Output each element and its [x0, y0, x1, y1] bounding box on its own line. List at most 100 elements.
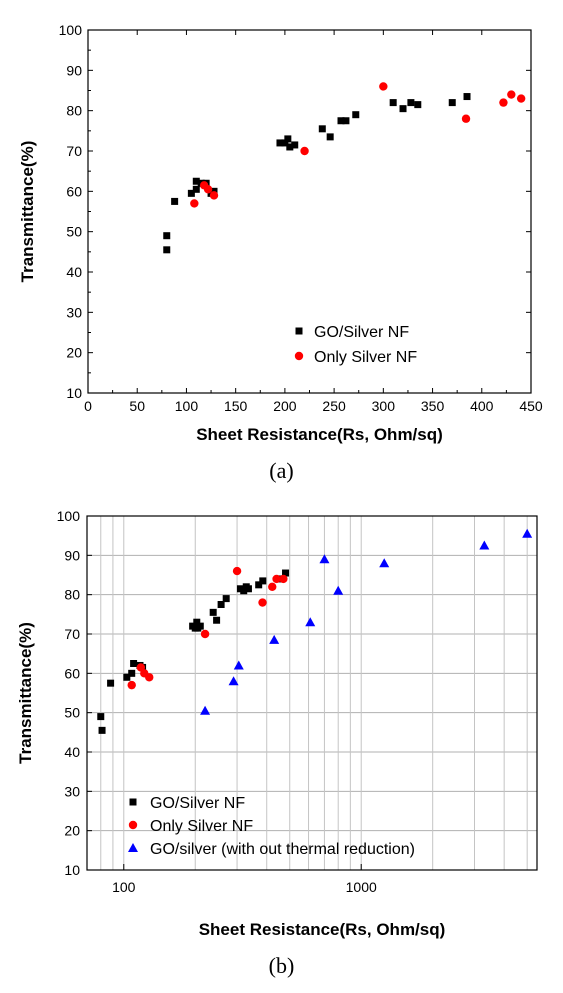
data-point-circle — [190, 199, 199, 208]
legend-label: GO/Silver NF — [150, 795, 245, 812]
data-point-square — [192, 177, 200, 185]
data-point-square — [389, 99, 397, 107]
x-tick-label: 450 — [519, 398, 543, 414]
legend-marker-triangle — [128, 843, 138, 852]
chart-panel-b: 10 20 30 40 50 60 70 80 90 100 100 1000 Sheet Resist… — [0, 493, 563, 993]
panel-caption-a: (a) — [269, 458, 294, 483]
data-point-square — [163, 232, 171, 240]
data-point-triangle — [379, 558, 390, 568]
y-tick-label: 40 — [64, 744, 80, 760]
data-point-triangle — [319, 554, 330, 564]
data-point-circle — [279, 574, 288, 584]
legend-marker-circle — [294, 351, 304, 361]
data-point-square — [240, 587, 248, 595]
y-tick-label: 80 — [64, 587, 80, 603]
data-point-square — [97, 713, 105, 721]
y-tick-label: 20 — [64, 823, 80, 839]
data-point-square — [352, 111, 360, 119]
y-tick-label: 10 — [64, 862, 80, 878]
y-tick-label: 70 — [66, 143, 82, 159]
x-tick-label: 250 — [322, 398, 346, 414]
x-tick-label: 50 — [129, 398, 145, 414]
legend-marker-square — [295, 327, 303, 335]
data-point-triangle — [522, 528, 533, 538]
data-point-square — [281, 139, 289, 147]
data-point-square — [187, 189, 195, 197]
chart-b-svg: 10 20 30 40 50 60 70 80 90 100 100 1000 Sheet Resist… — [16, 508, 538, 939]
data-point-circle — [507, 90, 516, 99]
chart-panel-a: 10 20 30 40 50 60 70 80 90 100 0 50 100 150 200 250 300 3… — [0, 0, 563, 490]
y-tick-label: 90 — [64, 547, 80, 563]
data-point-square — [217, 601, 225, 608]
legend-marker-square — [129, 798, 137, 806]
y-tick-label: 20 — [66, 345, 82, 361]
y-tick-label: 30 — [64, 783, 80, 799]
data-point-square — [222, 595, 230, 603]
data-point-square — [399, 105, 407, 113]
data-point-square — [284, 135, 292, 143]
data-point-square — [255, 581, 263, 589]
y-tick-label: 40 — [66, 264, 82, 280]
data-point-square — [98, 726, 106, 734]
x-tick-label: 350 — [421, 398, 445, 414]
y-tick-label: 60 — [66, 183, 82, 199]
data-point-circle — [272, 574, 281, 584]
data-point-square — [128, 669, 136, 677]
data-point-triangle — [200, 705, 211, 715]
data-point-square — [337, 117, 345, 125]
y-tick-label: 60 — [64, 665, 80, 681]
y-tick-label: 50 — [64, 705, 80, 721]
data-point-circle — [268, 582, 277, 591]
data-point-square — [282, 569, 290, 577]
data-point-circle — [379, 82, 388, 91]
data-point-square — [448, 99, 456, 107]
data-point-square — [414, 101, 422, 109]
y-axis-title: Transmittance(%) — [16, 622, 35, 764]
data-point-square — [463, 93, 471, 101]
y-tick-label: 100 — [57, 508, 81, 524]
data-point-square — [326, 133, 334, 141]
data-point-square — [209, 608, 217, 616]
data-point-circle — [203, 185, 213, 194]
data-point-square — [107, 679, 115, 687]
x-axis-title: Sheet Resistance(Rs, Ohm/sq) — [199, 920, 446, 939]
data-point-square — [259, 577, 267, 585]
data-point-square — [123, 673, 131, 681]
legend-marker-circle — [128, 820, 138, 830]
data-point-circle — [516, 94, 526, 103]
x-axis-title: Sheet Resistance(Rs, Ohm/sq) — [196, 425, 443, 444]
data-point-square — [193, 618, 201, 626]
data-point-square — [196, 622, 204, 630]
data-point-square — [342, 117, 350, 125]
x-tick-label: 100 — [175, 398, 199, 414]
panel-caption-b: (b) — [268, 953, 295, 978]
x-tick-label: 400 — [470, 398, 494, 414]
data-point-triangle — [479, 540, 490, 550]
data-point-circle — [461, 114, 471, 123]
data-point-circle — [499, 98, 508, 107]
data-point-square — [213, 616, 221, 624]
data-point-circle — [209, 191, 219, 200]
plot-frame — [87, 29, 532, 394]
data-point-circle — [127, 680, 136, 690]
data-point-circle — [200, 629, 210, 639]
data-point-circle — [145, 673, 154, 682]
data-point-square — [192, 185, 200, 193]
legend-label: GO/Silver NF — [314, 324, 409, 341]
data-point-circle — [258, 598, 267, 607]
plot-frame — [86, 515, 538, 871]
data-point-triangle — [333, 585, 344, 595]
data-point-triangle — [233, 660, 244, 670]
data-point-square — [163, 246, 171, 254]
legend-label: Only Silver NF — [314, 349, 417, 366]
x-tick-label: 200 — [273, 398, 297, 414]
x-tick-label: 150 — [224, 398, 248, 414]
data-point-square — [318, 125, 326, 133]
y-tick-label: 70 — [64, 626, 80, 642]
data-point-circle — [232, 566, 242, 576]
y-tick-label: 30 — [66, 304, 82, 320]
data-point-triangle — [269, 634, 280, 644]
data-point-square — [407, 99, 415, 107]
y-tick-label: 80 — [66, 103, 82, 119]
data-point-square — [286, 143, 294, 151]
